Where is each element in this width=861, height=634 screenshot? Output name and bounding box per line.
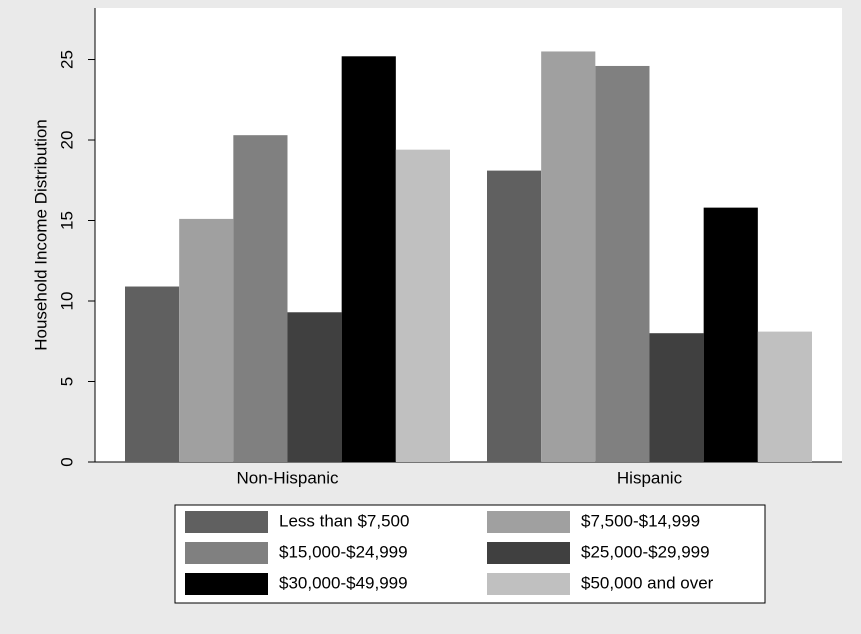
y-tick-label: 20 [57, 131, 76, 150]
legend-swatch [487, 573, 570, 595]
legend-swatch [185, 573, 268, 595]
bar [595, 65, 650, 462]
y-axis-label: Household Income Distribution [31, 119, 50, 351]
y-tick-label: 0 [57, 457, 76, 466]
legend-swatch [185, 542, 268, 564]
bar [757, 331, 812, 462]
legend-label: $7,500-$14,999 [581, 511, 700, 530]
bar [649, 333, 704, 462]
bar [341, 56, 396, 462]
legend-label: $15,000-$24,999 [279, 542, 408, 561]
legend-label: $30,000-$49,999 [279, 573, 408, 592]
legend-label: Less than $7,500 [279, 511, 409, 530]
bar [703, 207, 758, 462]
y-tick-label: 15 [57, 211, 76, 230]
legend-label: $50,000 and over [581, 573, 714, 592]
legend-swatch [487, 542, 570, 564]
x-tick-label: Non-Hispanic [236, 468, 339, 487]
bar [125, 286, 180, 462]
y-tick-label: 10 [57, 292, 76, 311]
y-tick-label: 25 [57, 50, 76, 69]
x-tick-label: Hispanic [617, 468, 683, 487]
y-tick-label: 5 [57, 377, 76, 386]
bar [487, 170, 542, 462]
legend [174, 504, 766, 604]
bar [233, 135, 288, 463]
bar [179, 218, 234, 462]
legend-label: $25,000-$29,999 [581, 542, 710, 561]
bar [541, 51, 596, 463]
legend-swatch [487, 511, 570, 533]
legend-swatch [185, 511, 268, 533]
bar [395, 149, 450, 462]
bar [287, 312, 342, 462]
